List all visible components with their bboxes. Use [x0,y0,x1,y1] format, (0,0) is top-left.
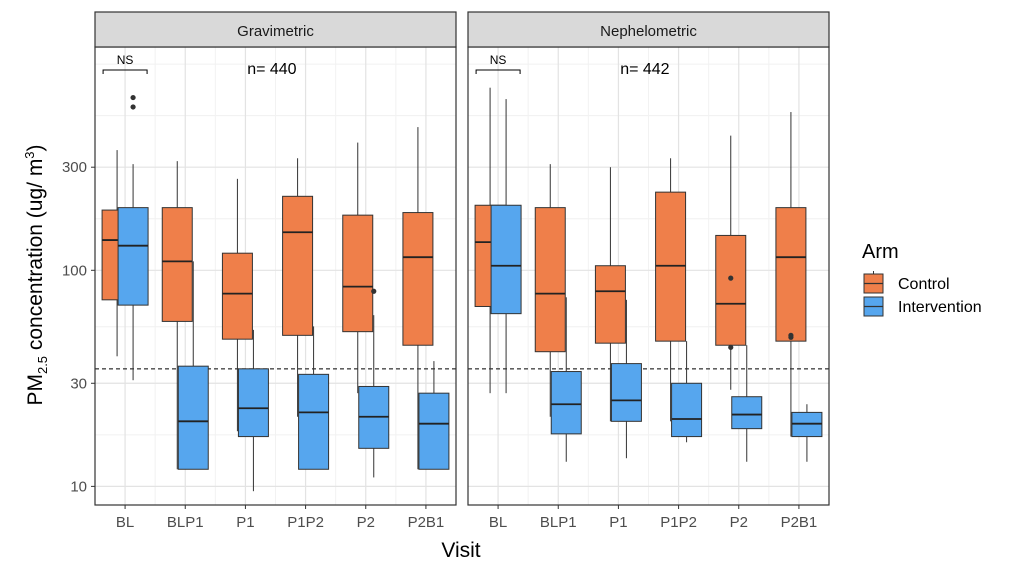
box-control-p1 [594,167,626,422]
box-control-p2b1 [775,112,807,437]
box-body [418,392,450,470]
facet-strip [94,11,457,48]
y-axis: 10 30 100 300 [62,159,95,495]
x-tick-label: P2B1 [781,514,818,531]
box-body [655,191,687,342]
box-body [298,373,330,470]
x-tick-label: P1P2 [287,514,324,531]
x-tick-label: P1 [236,514,254,531]
x-tick-label: BL [489,514,507,531]
box-intervention-p1 [610,299,642,459]
sample-size-label: n= 440 [247,61,296,78]
legend-label-control: Control [898,276,950,293]
legend: Arm Control Intervention [862,241,982,317]
box-body [731,396,763,430]
box-body [402,212,434,346]
outlier-point [371,288,377,294]
y-label-subscript: 2.5 [35,356,50,374]
box-body [671,382,703,438]
box-intervention-bl [490,99,522,394]
box-intervention-p2b1 [791,404,823,462]
box-intervention-p1p2 [671,341,703,443]
box-intervention-p2b1 [418,361,450,470]
y-tick-label: 100 [62,262,87,279]
facet-strip [467,11,830,48]
outlier-point [130,104,136,110]
y-axis-label: PM2.5 concentration (ug/ m3) [22,144,50,405]
significance-label: NS [117,53,134,67]
box-intervention-bl [117,94,149,381]
sample-size-label: n= 442 [620,61,669,78]
box-control-p1 [221,178,253,432]
box-body [490,204,522,315]
x-tick-label: BLP1 [540,514,577,531]
box-control-p1p2 [655,158,687,422]
box-body [282,195,314,336]
y-tick-label: 30 [70,375,87,392]
box-body [594,265,626,344]
annotations: n= 440 n= 442 NS NS [117,53,670,78]
box-intervention-p1 [237,329,269,492]
box-body [117,207,149,306]
y-label-after: concentration (ug/ m [24,159,47,356]
legend-label-intervention: Intervention [898,299,982,316]
facet-panel-nephelometric: Nephelometric BL BLP1 P1 P1P2 P2 P2B1 [467,11,830,531]
y-label-superscript: 3 [22,151,37,158]
y-tick-label: 300 [62,159,87,176]
box-body [221,252,253,340]
box-body [161,207,193,322]
outlier-point [130,94,136,101]
x-tick-label: P1 [609,514,627,531]
box-body [610,363,642,422]
x-tick-label: P2 [730,514,748,531]
box-body [177,365,209,470]
facet-panel-gravimetric: Gravimetric BL BLP1 P1 P1P2 P2 P2B1 [94,11,457,531]
outlier-point [728,344,734,350]
box-control-p2 [342,142,374,394]
legend-title: Arm [862,241,899,263]
significance-bracket [475,69,521,74]
box-intervention-p1p2 [298,326,330,470]
box-body [550,371,582,435]
facet-strip-label: Gravimetric [237,23,314,40]
box-control-p2b1 [402,127,434,470]
box-control-blp1 [161,161,193,470]
x-tick-label: P2B1 [408,514,445,531]
box-intervention-p2 [731,345,763,462]
y-label-close: ) [24,144,47,151]
box-control-blp1 [534,164,566,417]
y-tick-label: 10 [70,478,87,495]
significance-label: NS [490,53,507,67]
y-label-main: PM [24,374,47,406]
box-control-p2 [715,135,747,390]
x-tick-label: BLP1 [167,514,204,531]
x-tick-label: P2 [357,514,375,531]
outlier-point [728,275,734,281]
significance-bracket [102,69,148,74]
box-body [342,214,374,333]
box-intervention-p2 [358,288,390,478]
box-control-p1p2 [282,158,314,417]
legend-key-intervention: Intervention [863,296,982,317]
x-axis-label: Visit [441,539,480,562]
x-tick-label: P1P2 [660,514,697,531]
x-tick-label: BL [116,514,134,531]
box-body [775,207,807,342]
box-intervention-blp1 [177,261,209,470]
box-body [237,368,269,438]
legend-key-control: Control [863,271,950,294]
box-intervention-blp1 [550,297,582,462]
box-body [715,234,747,346]
outlier-point [788,332,794,338]
box-body [534,207,566,353]
facet-strip-label: Nephelometric [600,23,697,40]
